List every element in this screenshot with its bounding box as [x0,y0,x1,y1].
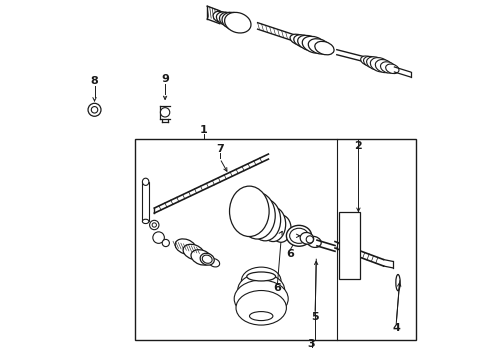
Circle shape [162,239,170,247]
Text: 3: 3 [308,339,316,349]
Ellipse shape [229,186,269,237]
Ellipse shape [361,56,375,66]
Ellipse shape [175,239,196,254]
Ellipse shape [143,219,149,224]
Ellipse shape [200,253,214,265]
Ellipse shape [183,244,204,260]
Ellipse shape [290,34,307,45]
Ellipse shape [386,64,399,73]
Ellipse shape [143,178,149,185]
Ellipse shape [222,12,245,30]
Ellipse shape [239,192,275,239]
Ellipse shape [217,12,233,25]
Ellipse shape [249,311,273,320]
Text: 6: 6 [273,283,281,293]
Ellipse shape [247,272,275,281]
Ellipse shape [238,274,285,306]
Ellipse shape [364,57,380,68]
Ellipse shape [302,36,326,53]
Ellipse shape [191,250,212,265]
Ellipse shape [307,237,321,247]
Circle shape [152,223,156,227]
Bar [339,212,360,279]
Ellipse shape [220,12,239,27]
Text: 2: 2 [355,141,362,151]
Text: 1: 1 [200,125,207,135]
Ellipse shape [242,267,281,294]
Text: 8: 8 [91,76,98,86]
Ellipse shape [308,39,330,54]
Circle shape [149,220,159,230]
Circle shape [88,103,101,116]
Ellipse shape [202,255,212,263]
Ellipse shape [234,280,288,318]
Circle shape [153,232,164,243]
Ellipse shape [367,57,385,70]
Ellipse shape [381,62,396,73]
Text: 4: 4 [392,323,400,333]
Ellipse shape [298,35,320,51]
Text: 6: 6 [286,249,294,259]
Ellipse shape [294,35,314,48]
Ellipse shape [300,233,314,244]
Bar [143,182,149,221]
Ellipse shape [286,225,312,246]
Ellipse shape [224,12,251,33]
Circle shape [306,236,314,243]
Ellipse shape [250,199,281,241]
Ellipse shape [396,274,400,291]
Ellipse shape [290,228,308,243]
Ellipse shape [261,207,286,242]
Text: 9: 9 [161,74,169,84]
Ellipse shape [209,258,220,267]
Bar [135,139,416,340]
Circle shape [91,107,98,113]
Ellipse shape [271,215,291,242]
Text: 7: 7 [216,144,223,154]
Ellipse shape [213,11,228,23]
Text: 5: 5 [311,312,319,322]
Ellipse shape [315,41,334,55]
Circle shape [160,108,170,117]
Ellipse shape [375,59,393,73]
Ellipse shape [236,291,286,325]
Ellipse shape [370,58,390,72]
